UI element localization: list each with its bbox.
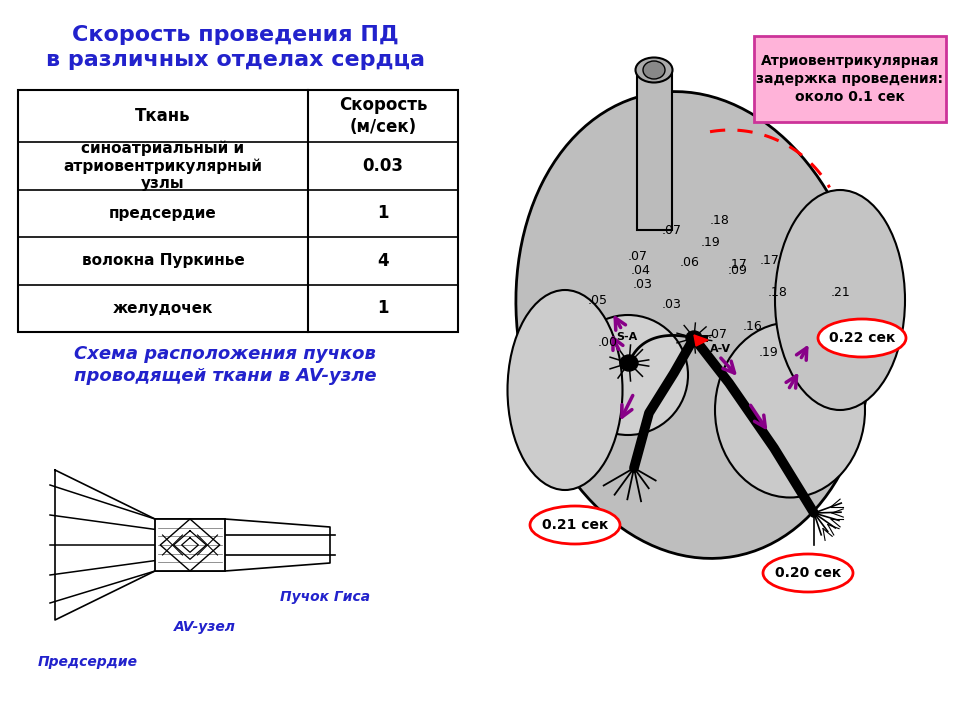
Ellipse shape <box>508 290 622 490</box>
Ellipse shape <box>636 58 673 83</box>
Text: A-V: A-V <box>710 344 732 354</box>
Text: .21: .21 <box>830 286 850 299</box>
Bar <box>18 90 458 332</box>
Text: .09: .09 <box>728 264 748 276</box>
Text: .18: .18 <box>768 286 788 299</box>
Text: .19: .19 <box>700 235 720 248</box>
Ellipse shape <box>620 355 638 371</box>
Text: предсердие: предсердие <box>109 206 217 221</box>
Text: 1: 1 <box>377 204 389 222</box>
Ellipse shape <box>530 506 620 544</box>
Text: 4: 4 <box>377 252 389 270</box>
Text: 0.22 сек: 0.22 сек <box>828 331 895 345</box>
Text: синоатриальный и
атриовентрикулярный
узлы: синоатриальный и атриовентрикулярный узл… <box>63 140 262 192</box>
Text: Схема расположения пучков
проводящей ткани в AV-узле: Схема расположения пучков проводящей тка… <box>74 345 376 385</box>
Text: .18: .18 <box>710 214 730 227</box>
Text: .00: .00 <box>598 336 618 348</box>
Text: AV-узел: AV-узел <box>174 620 236 634</box>
Text: .06: .06 <box>680 256 700 269</box>
Text: 0.20 сек: 0.20 сек <box>775 566 841 580</box>
Ellipse shape <box>568 315 688 435</box>
Text: .16: .16 <box>742 320 762 333</box>
Bar <box>155 519 225 571</box>
Ellipse shape <box>775 190 905 410</box>
Text: S-A: S-A <box>616 332 637 342</box>
Text: .17: .17 <box>760 253 780 266</box>
Text: желудочек: желудочек <box>113 301 213 316</box>
Text: .19: .19 <box>758 346 778 359</box>
Text: Скорость
(м/сек): Скорость (м/сек) <box>339 96 427 136</box>
Ellipse shape <box>516 91 870 559</box>
Text: .07: .07 <box>662 223 682 236</box>
FancyBboxPatch shape <box>754 36 946 122</box>
Text: 0.21 сек: 0.21 сек <box>541 518 609 532</box>
Text: .04: .04 <box>631 264 651 276</box>
Ellipse shape <box>715 323 865 498</box>
Text: Ткань: Ткань <box>135 107 191 125</box>
Text: 0.03: 0.03 <box>363 157 403 175</box>
Polygon shape <box>694 335 708 346</box>
Ellipse shape <box>763 554 853 592</box>
Ellipse shape <box>643 61 665 79</box>
Text: волокна Пуркинье: волокна Пуркинье <box>82 253 245 269</box>
Text: .05: .05 <box>588 294 608 307</box>
Text: 1: 1 <box>377 300 389 318</box>
Text: Предсердие: Предсердие <box>38 655 138 669</box>
Text: .07: .07 <box>708 328 728 341</box>
Text: Пучок Гиса: Пучок Гиса <box>280 590 370 604</box>
Ellipse shape <box>818 319 906 357</box>
Text: Скорость проведения ПД
в различных отделах сердца: Скорость проведения ПД в различных отдел… <box>45 25 424 70</box>
Text: .17: .17 <box>728 258 748 271</box>
Bar <box>637 70 672 230</box>
Text: Атриовентрикулярная
задержка проведения:
около 0.1 сек: Атриовентрикулярная задержка проведения:… <box>756 53 944 104</box>
Text: .03: .03 <box>633 279 653 292</box>
Ellipse shape <box>686 331 702 345</box>
Text: .03: .03 <box>662 299 682 312</box>
Text: .07: .07 <box>628 251 648 264</box>
